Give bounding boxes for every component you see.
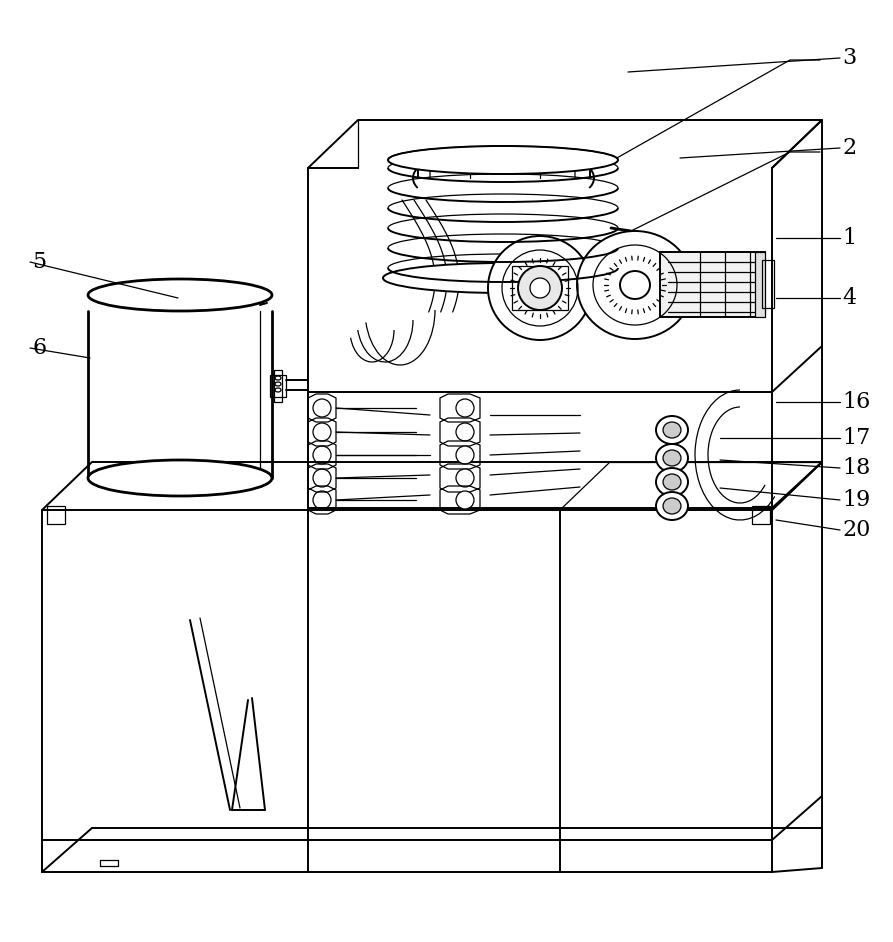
- Ellipse shape: [663, 474, 681, 490]
- Text: 4: 4: [842, 287, 856, 309]
- Ellipse shape: [518, 266, 562, 310]
- Text: 3: 3: [842, 47, 856, 69]
- Ellipse shape: [656, 444, 688, 472]
- Bar: [512, 266, 568, 310]
- Bar: [274, 370, 282, 402]
- Ellipse shape: [656, 416, 688, 444]
- Ellipse shape: [577, 231, 693, 339]
- Ellipse shape: [456, 399, 474, 417]
- Ellipse shape: [88, 279, 272, 311]
- Bar: [660, 252, 765, 317]
- Ellipse shape: [456, 423, 474, 441]
- Bar: [755, 252, 765, 317]
- Bar: [47, 506, 65, 524]
- Ellipse shape: [530, 278, 550, 298]
- Ellipse shape: [88, 460, 272, 496]
- Ellipse shape: [388, 146, 618, 174]
- Text: 19: 19: [842, 489, 871, 511]
- Text: 6: 6: [32, 337, 46, 359]
- Ellipse shape: [383, 263, 623, 293]
- Ellipse shape: [663, 498, 681, 514]
- Text: 18: 18: [842, 457, 871, 479]
- Bar: [762, 260, 774, 308]
- Text: 1: 1: [842, 227, 856, 249]
- Ellipse shape: [456, 469, 474, 487]
- Text: 20: 20: [842, 519, 871, 541]
- Ellipse shape: [456, 446, 474, 464]
- Text: 16: 16: [842, 391, 871, 413]
- Bar: [270, 375, 286, 397]
- Ellipse shape: [620, 271, 650, 299]
- Text: 2: 2: [842, 137, 856, 159]
- Ellipse shape: [663, 422, 681, 438]
- Ellipse shape: [456, 491, 474, 509]
- Text: 5: 5: [32, 251, 46, 273]
- Ellipse shape: [663, 450, 681, 466]
- Bar: [752, 506, 770, 524]
- Ellipse shape: [656, 468, 688, 496]
- Ellipse shape: [488, 236, 592, 340]
- Ellipse shape: [656, 492, 688, 520]
- Text: 17: 17: [842, 427, 871, 449]
